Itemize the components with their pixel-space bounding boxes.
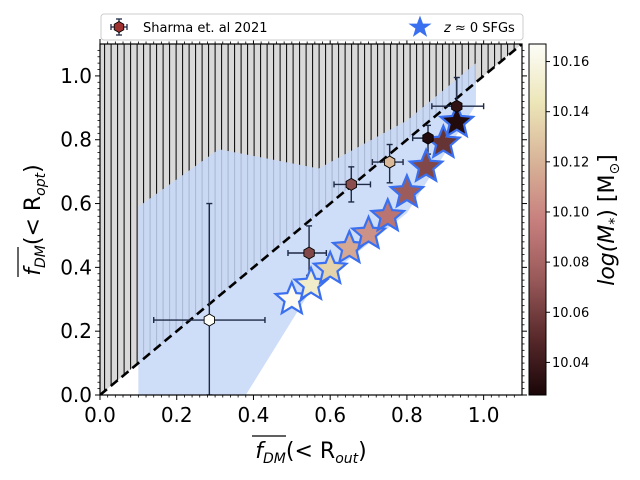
y-tick-label: 0.0	[60, 383, 92, 407]
one-to-one-dashed-line	[100, 44, 522, 395]
sfg-star-7	[388, 172, 426, 209]
y-axis-title: fDM(< Ropt)	[21, 164, 49, 275]
x-tick-label: 1.0	[468, 403, 500, 427]
colorbar-label-main: log(M	[595, 225, 620, 286]
x-axis-title-paren: (< R	[286, 439, 335, 464]
sharma-hexagon-1	[203, 313, 215, 327]
colorbar-label-sub: *	[607, 218, 623, 225]
sharma-hexagon-6	[451, 99, 463, 113]
y-axis-title-main: f	[21, 265, 46, 276]
x-axis-title-rsub: out	[335, 451, 358, 467]
x-axis-title-main: f	[255, 439, 266, 464]
sharma-hexagon-2	[303, 246, 315, 260]
sharma-hexagon-3	[345, 177, 357, 191]
x-axis-title-close: )	[358, 439, 367, 464]
legend-sharma-marker	[110, 18, 128, 36]
sharma-hexagon-4	[384, 155, 396, 169]
colorbar-tick-label: 10.12	[552, 155, 589, 170]
colorbar-label-unit: ) [M	[595, 175, 620, 218]
colorbar: 10.04 10.06 10.08 10.10 10.12 10.14 10.16 log(…	[528, 43, 623, 396]
sfg-star-10	[437, 102, 476, 139]
legend-sfg-z: z	[443, 21, 452, 36]
sharma-hexagon-markers	[203, 99, 463, 327]
colorbar-label: log(M*) [M⊙]	[595, 154, 623, 286]
colorbar-label-group: log(M*) [M⊙]	[595, 154, 623, 286]
y-axis-title-group: fDM(< Ropt)	[17, 164, 49, 277]
legend: Sharma et. al 2021 z ≈ 0 SFGs	[100, 13, 524, 41]
x-axis-title-sub: DM	[263, 451, 286, 467]
colorbar-tick-label: 10.08	[552, 256, 589, 271]
colorbar-tick-label: 10.06	[552, 306, 589, 321]
colorbar-gradient	[528, 43, 547, 396]
colorbar-ticks: 10.04 10.06 10.08 10.10 10.12 10.14 10.16	[546, 55, 589, 371]
legend-sfg-rest: ≈ 0 SFGs	[455, 21, 515, 36]
x-tick-label: 0.8	[391, 403, 423, 427]
y-axis-title-paren: (< R	[21, 196, 46, 245]
sfg-star-3	[311, 249, 350, 286]
sfg-star-8	[407, 146, 445, 183]
colorbar-label-close: ]	[595, 154, 620, 163]
x-axis-title: fDM(< Rout)	[255, 439, 366, 467]
plot-frame	[99, 43, 523, 396]
sfg-star-6	[368, 196, 407, 233]
x-tick-label: 0.4	[238, 403, 270, 427]
y-axis-title-close: )	[21, 164, 46, 173]
y-axis-title-rsub: opt	[33, 172, 49, 195]
legend-sfg-star-icon	[408, 15, 432, 37]
legend-sfg-label: z ≈ 0 SFGs	[443, 21, 515, 36]
x-tick-label: 0.6	[314, 403, 346, 427]
y-tick-label: 0.8	[60, 128, 92, 152]
y-axis-title-sub: DM	[33, 245, 49, 268]
sharma-hexagon-5	[422, 131, 434, 145]
y-tick-label: 0.6	[60, 192, 92, 216]
colorbar-tick-label: 10.04	[552, 356, 589, 371]
x-tick-label: 0.0	[84, 403, 116, 427]
sfg-confidence-band	[138, 63, 476, 395]
y-tick-label: 1.0	[60, 64, 92, 88]
sfg-star-markers	[272, 102, 476, 316]
colorbar-label-sun: ⊙	[607, 163, 623, 175]
colorbar-tick-label: 10.10	[552, 205, 589, 220]
x-tick-label: 0.2	[161, 403, 193, 427]
legend-sharma-label: Sharma et. al 2021	[143, 21, 268, 36]
colorbar-tick-label: 10.14	[552, 105, 589, 120]
y-tick-label: 0.2	[60, 319, 92, 343]
colorbar-tick-label: 10.16	[552, 55, 589, 70]
axes-frame: 0.00.0 0.2 0.2 0.4 0.4 0.6 0.6 0.8 0.8 1.0 1.0	[60, 39, 527, 427]
y-tick-label: 0.4	[60, 255, 92, 279]
